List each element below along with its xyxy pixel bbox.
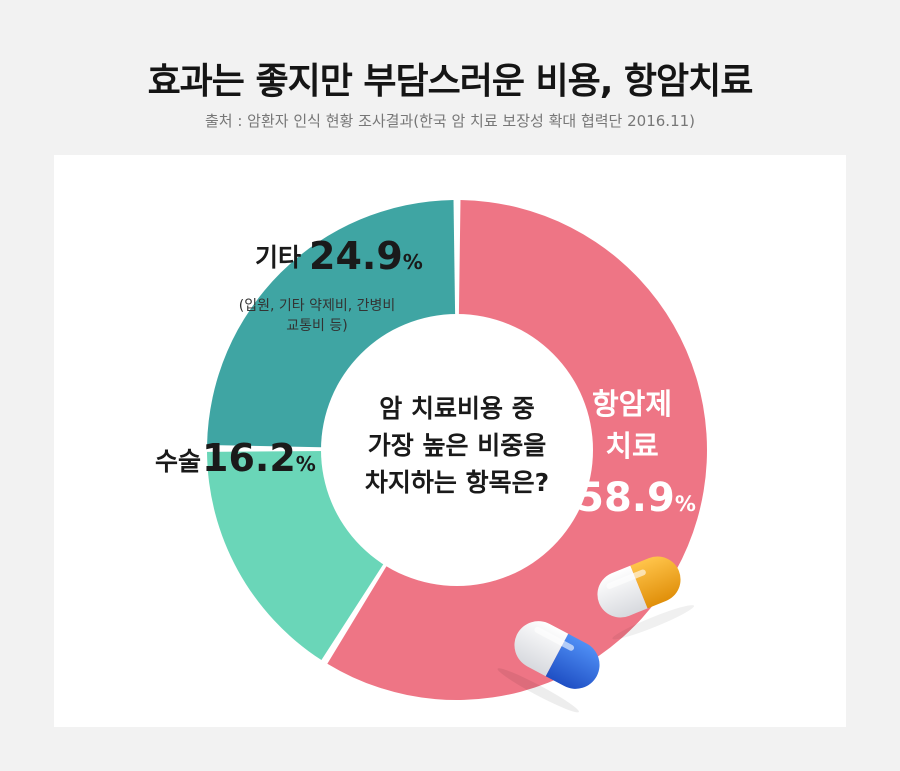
page-title: 효과는 좋지만 부담스러운 비용, 항암치료	[147, 61, 754, 102]
slice-value-other: 24.9%	[309, 234, 423, 278]
center-question-line-3: 차지하는 항목은?	[365, 468, 549, 497]
slice-note-other-line-1: (입원, 기타 약제비, 간병비	[239, 298, 396, 314]
source-note: 출처 : 암환자 인식 현황 조사결과(한국 암 치료 보장성 확대 협력단 2…	[204, 112, 696, 130]
slice-label-anticancer-line-1: 항암제	[592, 387, 672, 421]
center-question-line-2: 가장 높은 비중을	[368, 431, 546, 460]
chart-panel: 암 치료비용 중 가장 높은 비중을 차지하는 항목은? 항암제 치료 58.9…	[54, 155, 846, 727]
slice-value-anticancer-number: 58.9	[576, 475, 675, 521]
slice-label-surgery: 수술	[155, 447, 201, 476]
slice-label-anticancer-line-2: 치료	[605, 429, 658, 463]
slice-value-other-percent: %	[403, 250, 423, 274]
slice-value-anticancer-percent: %	[675, 492, 696, 516]
capsule-blue-icon	[497, 621, 600, 713]
donut-chart: 암 치료비용 중 가장 높은 비중을 차지하는 항목은? 항암제 치료 58.9…	[155, 200, 707, 713]
slice-value-surgery: 16.2%	[202, 436, 316, 480]
capsule-orange-icon	[597, 556, 695, 640]
slice-value-surgery-number: 16.2	[202, 436, 296, 480]
slice-value-other-number: 24.9	[309, 234, 403, 278]
center-question-line-1: 암 치료비용 중	[379, 394, 534, 423]
slice-value-anticancer: 58.9%	[576, 475, 696, 521]
donut-hole	[321, 314, 593, 586]
slice-value-surgery-percent: %	[296, 452, 316, 476]
slice-label-other: 기타	[255, 243, 301, 272]
slice-note-other-line-2: 교통비 등)	[286, 318, 347, 334]
